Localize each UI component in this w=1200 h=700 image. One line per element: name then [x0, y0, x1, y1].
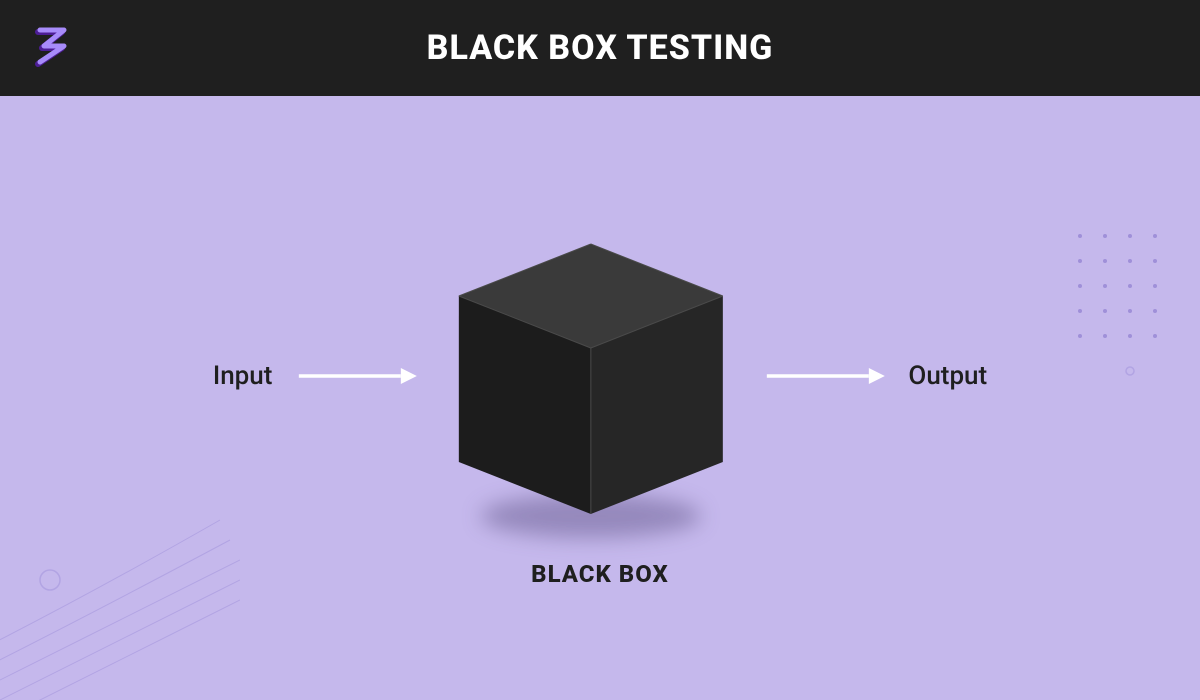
header-bar: BLACK BOX TESTING — [0, 0, 1200, 96]
page-title: BLACK BOX TESTING — [427, 28, 774, 68]
bg-lines-bottom-left — [0, 460, 240, 700]
input-label: Input — [213, 361, 273, 391]
logo-icon — [28, 26, 72, 70]
output-label: Output — [908, 361, 987, 391]
arrow-input-icon — [296, 364, 416, 388]
cube-caption: BLACK BOX — [531, 560, 669, 588]
diagram: Input — [213, 226, 987, 588]
flow-row: Input — [213, 226, 987, 526]
black-box-cube — [440, 226, 740, 526]
arrow-output-icon — [764, 364, 884, 388]
page: BLACK BOX TESTING — [0, 0, 1200, 700]
diagram-canvas: Input — [0, 96, 1200, 700]
cube-icon — [440, 226, 740, 526]
bg-dots-right — [1060, 226, 1180, 386]
